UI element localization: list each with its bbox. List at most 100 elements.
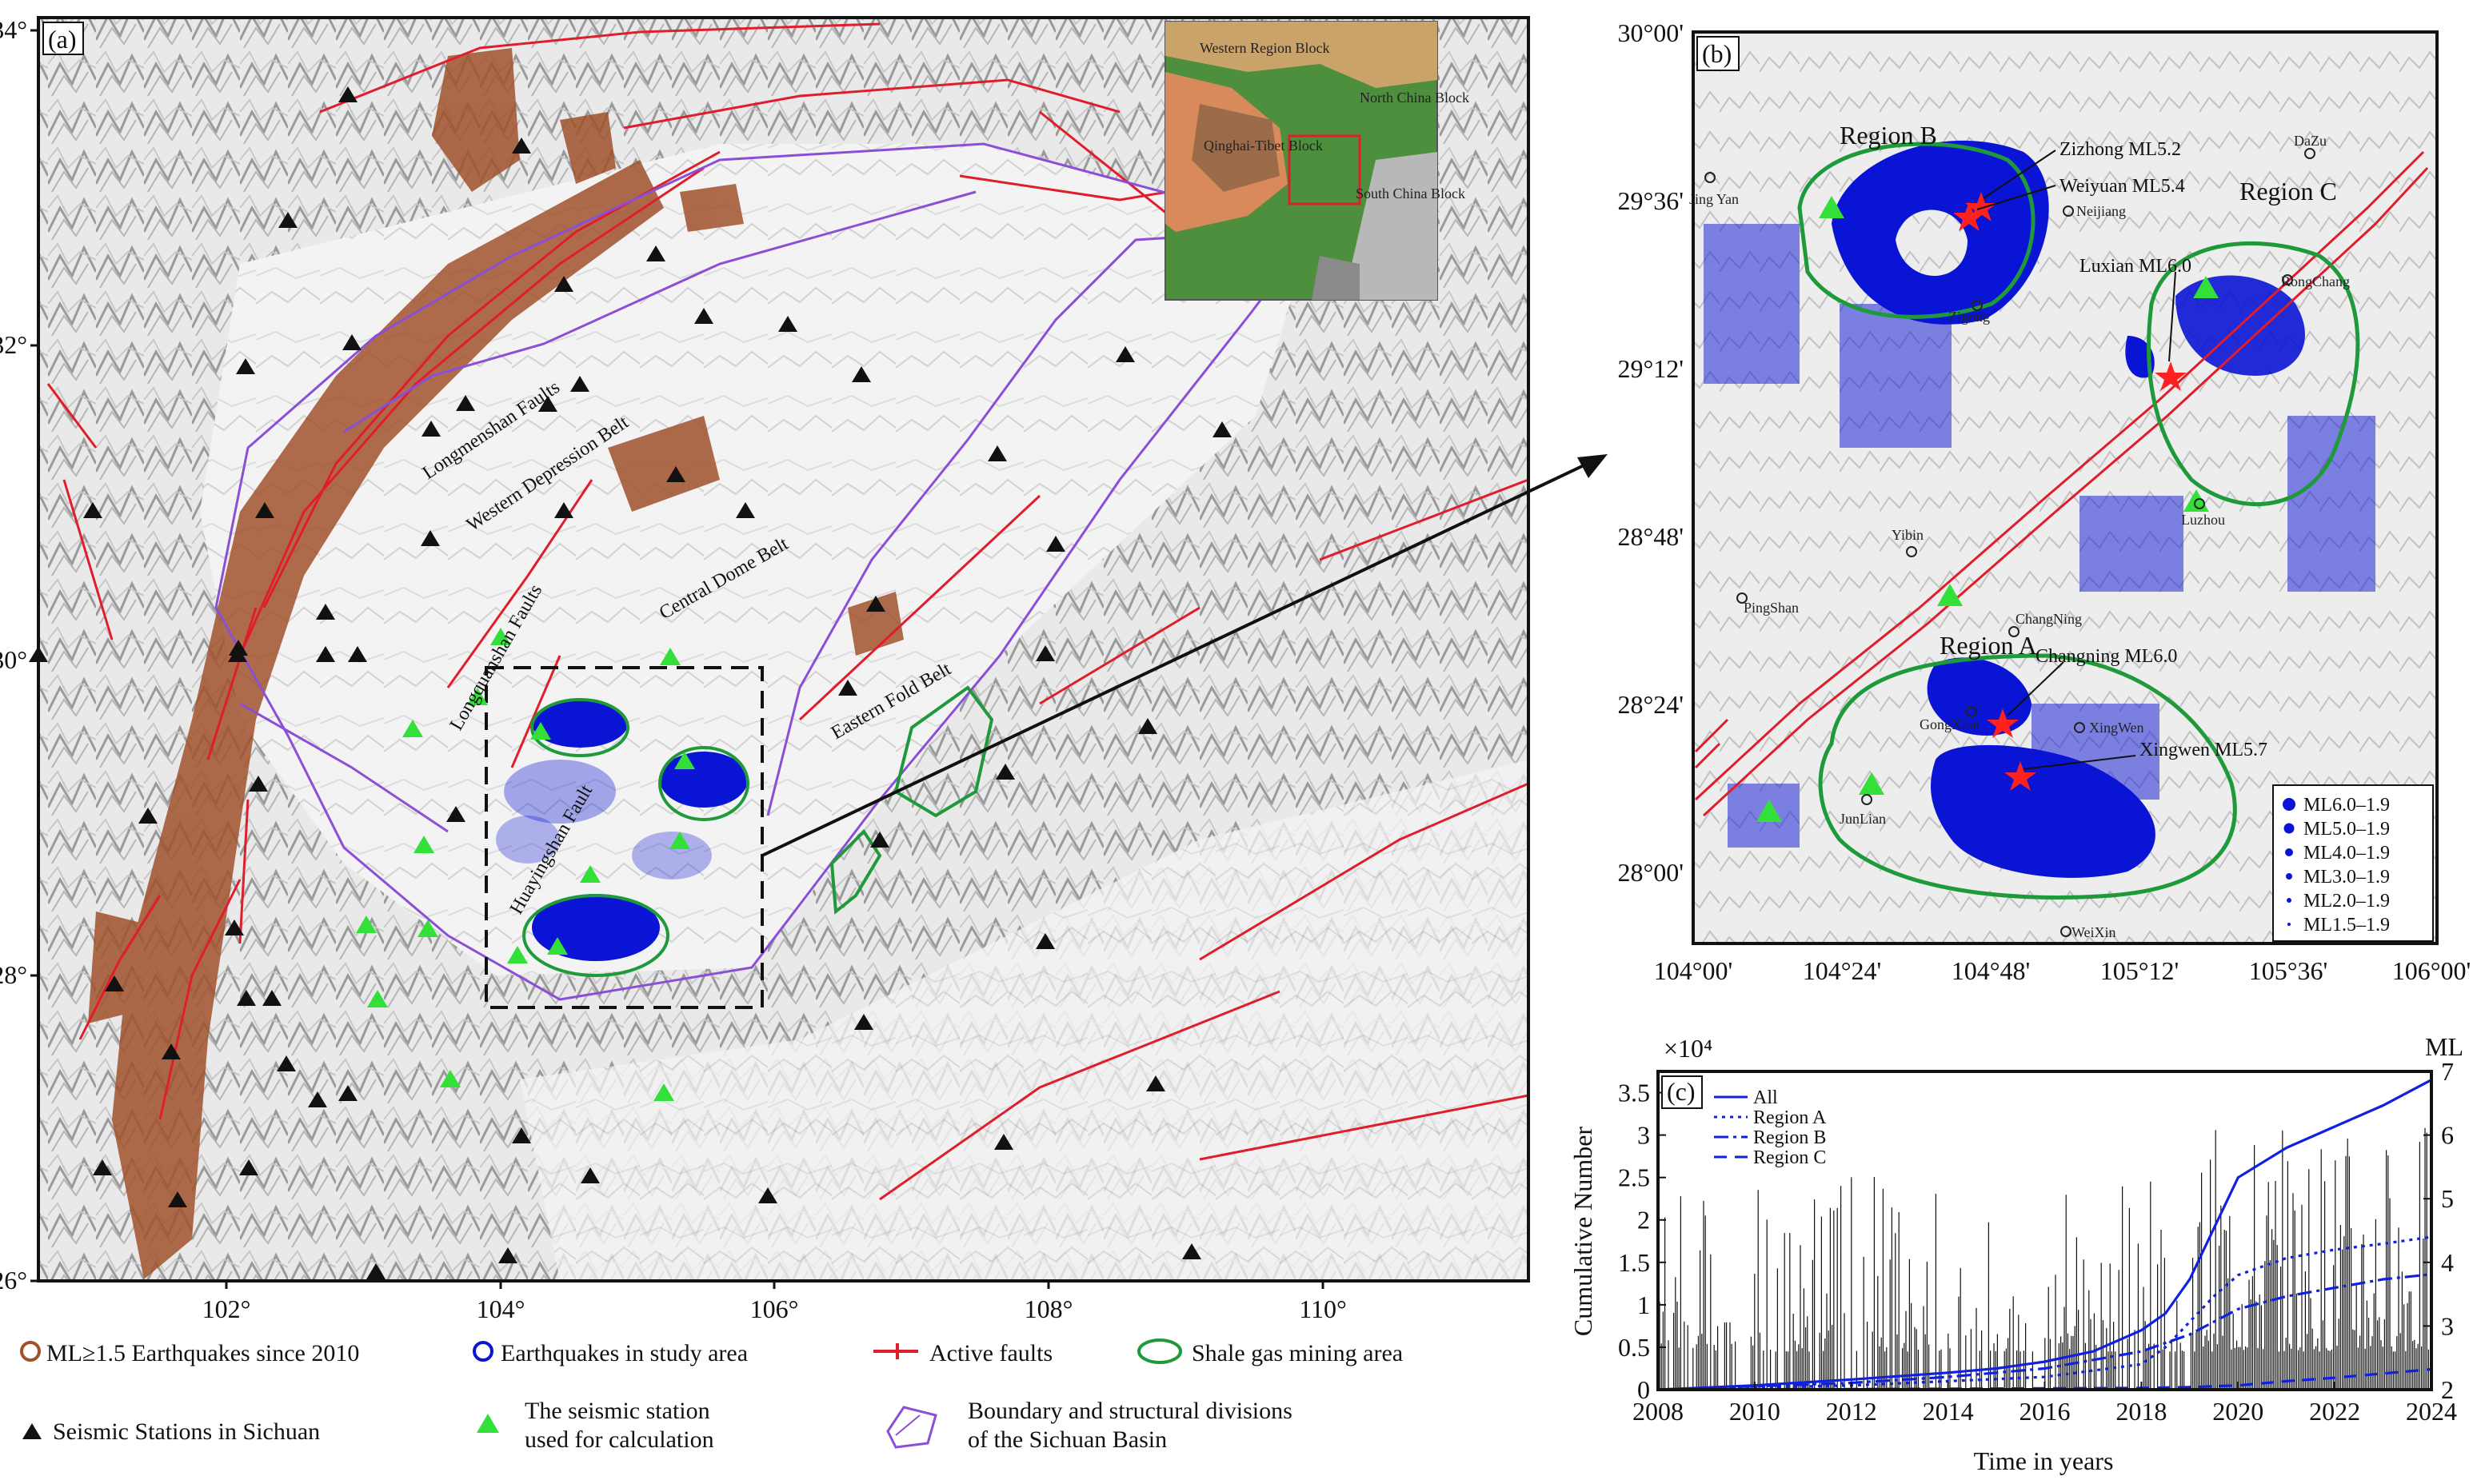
- x-tick-label: 2016: [2020, 1397, 2071, 1426]
- panel-a-label: (a): [48, 25, 77, 54]
- panel-a-label-box: [42, 22, 84, 55]
- legend-basin: Boundary and structural divisions of the …: [968, 1398, 1292, 1453]
- x-tick-label: 2008: [1632, 1397, 1684, 1426]
- historic-quakes-brown: [88, 48, 904, 1279]
- panel-c: 2008 2010 2012 2014 2016 2018 2020 2022 2024 0 0.…: [1568, 1032, 2463, 1475]
- town-label: XingWen: [2089, 720, 2144, 736]
- inset-south: South China Block: [1356, 186, 1465, 201]
- xtick: 104°00': [1654, 956, 1733, 985]
- town-junlian: JunLian: [1840, 794, 1886, 827]
- panel-b-yticks: 30°00' 29°36' 29°12' 28°48' 28°24' 28°00…: [1617, 18, 1684, 887]
- ytick: 30°: [0, 645, 27, 674]
- ytick: 34°: [0, 15, 27, 44]
- inset-qinghai: Qinghai-Tibet Block: [1204, 138, 1323, 154]
- town-label: GongXian: [1920, 716, 1980, 732]
- xtick: 108°: [1025, 1295, 1073, 1323]
- legend-label: All: [1753, 1087, 1778, 1108]
- y-tick-label: 3.5: [1618, 1079, 1650, 1107]
- legend-b-item: ML5.0–1.9: [2303, 819, 2390, 840]
- y2-tick-label: 6: [2441, 1121, 2454, 1150]
- y-tick-label: 2.5: [1618, 1163, 1650, 1192]
- town-neijiang: Neijiang: [2063, 203, 2126, 219]
- ytick: 29°12': [1617, 354, 1684, 383]
- town-label: Yibin: [1892, 527, 1924, 543]
- panel-a: Longmenshan Faults Western Depression Be…: [0, 15, 1530, 1323]
- town-label: PingShan: [1744, 600, 1799, 616]
- legend-brown-quakes: ML≥1.5 Earthquakes since 2010: [46, 1340, 359, 1366]
- legend-b-item: ML4.0–1.9: [2303, 843, 2390, 864]
- y-tick-label: 1.5: [1618, 1248, 1650, 1277]
- x-tick-label: 2022: [2309, 1397, 2360, 1426]
- legend-label: Region C: [1753, 1147, 1826, 1168]
- xtick: 105°12': [2100, 956, 2179, 985]
- town-label: Jing Yan: [1689, 191, 1739, 207]
- legend-label: Region B: [1753, 1127, 1826, 1148]
- event-stars: [1953, 192, 2187, 791]
- x-tick-label: 2024: [2406, 1397, 2457, 1426]
- town-label: Neijiang: [2076, 203, 2126, 219]
- xtick: 102°: [202, 1295, 251, 1323]
- panel-b-xticks: 104°00' 104°24' 104°48' 105°12' 105°36' …: [1654, 956, 2471, 985]
- ytick: 28°00': [1617, 858, 1684, 887]
- town-zigong: Zigong: [1948, 300, 1990, 325]
- xtick: 106°: [750, 1295, 799, 1323]
- region-b-label: Region B: [1840, 121, 1937, 150]
- y2-axis-label: ML: [2425, 1032, 2463, 1061]
- xtick: 104°48': [1952, 956, 2031, 985]
- event-weiyuan: Weiyuan ML5.4: [2060, 176, 2185, 197]
- y-tick-label: 1: [1637, 1291, 1650, 1319]
- x-tick-label: 2010: [1729, 1397, 1780, 1426]
- town-label: Luzhou: [2181, 512, 2225, 528]
- legend-b-item: ML3.0–1.9: [2303, 867, 2390, 888]
- y-tick-label: 0.5: [1618, 1333, 1650, 1362]
- town-pingshan: PingShan: [1736, 592, 1799, 616]
- legend-stations-black: Seismic Stations in Sichuan: [53, 1418, 320, 1445]
- region-c-label: Region C: [2239, 177, 2337, 205]
- inset-north: North China Block: [1360, 90, 1469, 106]
- legend-blue-quakes: Earthquakes in study area: [501, 1340, 748, 1366]
- panel-a-tick-marks: [30, 29, 1324, 1289]
- town-label: DaZu: [2294, 133, 2327, 149]
- x-tick-label: 2012: [1826, 1397, 1877, 1426]
- legend-b-item: ML6.0–1.9: [2303, 795, 2390, 816]
- leader-lines: [1976, 150, 2176, 770]
- stations-green: [356, 628, 695, 1101]
- ytick: 29°36': [1617, 186, 1684, 215]
- study-quakes-blue: [496, 700, 748, 961]
- y2-tick-label: 5: [2441, 1184, 2454, 1213]
- town-luzhou: Luzhou: [2181, 498, 2225, 528]
- event-xingwen: Xingwen ML5.7: [2139, 740, 2267, 760]
- legend-stations-green: The seismic station used for calculation: [525, 1398, 714, 1453]
- town-yibin: Yibin: [1892, 527, 1924, 557]
- ytick: 26°: [0, 1266, 27, 1295]
- towns: Jing Yan DaZu Neijiang Zigong RongChang …: [1689, 133, 2350, 940]
- y-tick-label: 3: [1637, 1121, 1650, 1150]
- event-changning: Changning ML6.0: [2036, 646, 2177, 667]
- legend-label: Region A: [1753, 1107, 1827, 1128]
- town-dazu: DaZu: [2294, 133, 2327, 159]
- inset-western: Western Region Block: [1200, 40, 1330, 56]
- series-all: [1657, 1079, 2432, 1391]
- region-a-label: Region A: [1940, 631, 2037, 660]
- panel-c-label-box: [1661, 1075, 1703, 1109]
- panel-c-yticks: 0 0.5 1 1.5 2 2.5 3 3.5: [1618, 1079, 1666, 1404]
- panel-b-frame: [1692, 30, 2439, 945]
- study-area-box: [485, 666, 764, 1009]
- x-tick-label: 2014: [1923, 1397, 1974, 1426]
- xtick: 106°00': [2392, 956, 2471, 985]
- xtick: 110°: [1299, 1295, 1347, 1323]
- panel-c-xticks: 2008 2010 2012 2014 2016 2018 2020 2022 2024: [1632, 1382, 2457, 1426]
- legend-b-item: ML2.0–1.9: [2303, 891, 2390, 912]
- basin-boundary: [214, 142, 1314, 1001]
- ytick: 28°24': [1617, 690, 1684, 719]
- town-jingyan: Jing Yan: [1689, 172, 1739, 207]
- region-labels: Region B Region C Region A: [1840, 121, 2337, 660]
- town-label: RongChang: [2281, 273, 2350, 289]
- inset-locator: [1288, 134, 1361, 205]
- panel-b-legend: ML6.0–1.9 ML5.0–1.9 ML4.0–1.9 ML3.0–1.9 …: [2272, 784, 2434, 942]
- town-changning: ChangNing: [2008, 611, 2082, 637]
- ytick: 28°48': [1617, 522, 1684, 551]
- panel-c-y2ticks: 2 3 4 5 6 7: [2423, 1057, 2454, 1404]
- inset-map: Western Region Block Qinghai-Tibet Block…: [1165, 21, 1469, 301]
